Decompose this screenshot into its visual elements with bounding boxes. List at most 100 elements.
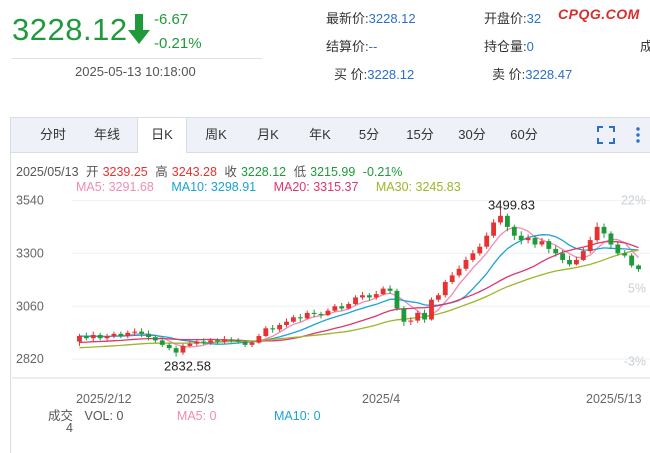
chart-panel: 分时 年线 日K 周K 月K 年K 5分 15分 30分 60分 xyxy=(10,117,650,453)
candle-body xyxy=(346,304,352,309)
tab-weekly-k[interactable]: 周K xyxy=(205,127,227,142)
tab-30min[interactable]: 30分 xyxy=(458,127,486,142)
candle-body xyxy=(601,226,607,234)
candle-body xyxy=(152,337,158,341)
candle-body xyxy=(339,306,345,309)
tab-intraday[interactable]: 分时 xyxy=(39,127,66,142)
tab-year-line[interactable]: 年线 xyxy=(93,127,120,142)
candle-body xyxy=(90,334,96,339)
candle-body xyxy=(408,320,414,322)
change-block: -6.67 -0.21% xyxy=(154,8,202,56)
fullscreen-icon[interactable] xyxy=(597,126,615,144)
candle-body xyxy=(353,297,358,305)
candle-body xyxy=(615,244,621,254)
x-tick-label: 2025/5/13 xyxy=(586,392,642,405)
candle-body xyxy=(360,295,365,298)
candle-body xyxy=(532,237,538,245)
candle-body xyxy=(297,317,303,319)
bid-price-field: 买 价:3228.12 xyxy=(334,67,415,82)
candle-body xyxy=(636,265,641,270)
candle-body xyxy=(415,312,421,321)
candle-body xyxy=(111,333,117,337)
quote-header: 3228.12 -6.67 -0.21% 2025-05-13 10:18:00… xyxy=(0,0,650,90)
candle-body xyxy=(442,282,448,296)
tab-5min[interactable]: 5分 xyxy=(358,127,380,142)
candle-body xyxy=(77,336,82,342)
candle-body xyxy=(422,312,427,320)
quote-time: 2025-05-13 10:18:00 xyxy=(75,64,196,79)
candle-body xyxy=(242,341,248,345)
arrow-down-icon xyxy=(128,14,150,44)
candle-body xyxy=(622,253,628,256)
kline-close: 3228.12 xyxy=(240,165,287,179)
candle-body xyxy=(325,310,331,316)
candle-body xyxy=(83,336,89,339)
candle-body xyxy=(139,331,144,334)
tab-monthly-k[interactable]: 月K xyxy=(257,127,279,142)
more-vertical-icon[interactable] xyxy=(629,126,647,144)
candle-body xyxy=(380,288,386,295)
candle-body xyxy=(504,215,510,227)
candle-body xyxy=(318,313,324,316)
price-change: -6.67 xyxy=(154,11,189,28)
candle-body xyxy=(567,259,572,265)
x-tick-label: 2025/2/12 xyxy=(76,392,132,405)
settle-price-field: 结算价:-- xyxy=(326,39,378,54)
tab-yearly-k[interactable]: 年K xyxy=(309,127,331,142)
candle-body xyxy=(539,241,545,245)
candle-body xyxy=(608,233,614,245)
pct-tick-label: -3% xyxy=(624,354,646,368)
candle-body xyxy=(429,299,434,320)
truncated-field: 成 xyxy=(640,39,650,54)
kline-pct: -0.21% xyxy=(362,165,403,179)
y-tick-label: 2820 xyxy=(16,352,44,366)
candle-body xyxy=(366,295,372,298)
candle-body xyxy=(435,295,441,300)
candle-body xyxy=(629,255,635,266)
ma5-label: MA5: 3291.68 xyxy=(76,180,154,194)
tab-60min[interactable]: 60分 xyxy=(510,127,538,142)
candle-body xyxy=(525,237,531,241)
candle-body xyxy=(594,226,600,241)
price-change-pct: -0.21% xyxy=(154,35,202,52)
candle-body xyxy=(166,344,172,349)
open-price-field: 开盘价:32 xyxy=(484,11,542,26)
tab-15min[interactable]: 15分 xyxy=(406,127,434,142)
candle-body xyxy=(173,348,179,353)
candle-body xyxy=(146,333,151,338)
kline-chart[interactable]: 3540 3300 3060 2820 22% 5% -3% 2025/2/12 2025/3 2… xyxy=(0,190,650,405)
candle-body xyxy=(491,222,497,236)
ma20-line xyxy=(79,240,639,343)
latest-price-field: 最新价:3228.12 xyxy=(326,11,416,26)
pct-tick-label: 5% xyxy=(628,282,646,296)
ma-legend: MA5: 3291.68 MA10: 3298.91 MA20: 3315.37… xyxy=(76,180,475,194)
tab-daily-k[interactable]: 日K xyxy=(137,118,187,153)
candle-body xyxy=(574,259,579,265)
site-watermark: CPQG.COM xyxy=(558,6,640,22)
ma30-line xyxy=(79,249,639,349)
volume-title: 成交 xyxy=(48,409,74,423)
vol-ma5: MA5: 0 xyxy=(176,409,217,423)
candle-body xyxy=(394,290,400,309)
candle-body xyxy=(373,294,379,298)
y-tick-label: 3540 xyxy=(16,193,44,207)
open-interest-field: 持仓量:0 xyxy=(484,39,534,54)
period-tabs: 分时 年线 日K 周K 月K 年K 5分 15分 30分 60分 xyxy=(11,118,650,153)
vol-ma10: MA10: 0 xyxy=(274,409,321,423)
ma30-label: MA30: 3245.83 xyxy=(375,180,461,194)
candle-body xyxy=(560,253,566,260)
volume-legend: 成交 VOL: 0 MA5: 0 MA10: 0 xyxy=(48,405,329,424)
candle-body xyxy=(284,321,289,325)
pct-tick-label: 22% xyxy=(621,193,646,207)
candle-body xyxy=(270,328,276,330)
candle-body xyxy=(277,325,283,330)
candle-body xyxy=(511,226,517,236)
y-tick-label: 3300 xyxy=(16,246,44,260)
candle-body xyxy=(332,306,338,311)
kline-open: 3239.25 xyxy=(102,165,148,179)
candle-body xyxy=(311,312,317,314)
candle-body xyxy=(470,253,476,260)
candle-body xyxy=(401,308,407,322)
candle-body xyxy=(235,340,241,342)
